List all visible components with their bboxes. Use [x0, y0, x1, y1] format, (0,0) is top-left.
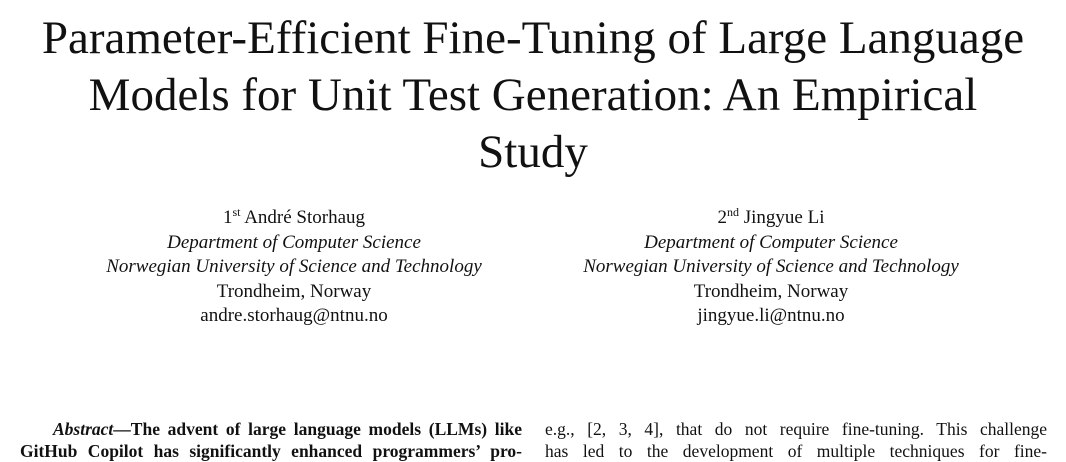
author-name-line: 1st André Storhaug: [54, 206, 534, 231]
author-name: Jingyue Li: [743, 207, 825, 228]
author-email: andre.storhaug@ntnu.no: [200, 305, 388, 326]
author-block-2: 2nd Jingyue Li Department of Computer Sc…: [531, 206, 1011, 329]
author-name: André Storhaug: [244, 207, 366, 228]
author-ordinal: 1: [222, 207, 233, 228]
author-location: Trondheim, Norway: [693, 280, 849, 302]
body-text-line: has led to the development of multiple t…: [545, 441, 1047, 461]
title-line: Parameter-Efficient Fine-Tuning of Large…: [41, 12, 1025, 64]
title-line: Study: [478, 126, 588, 178]
abstract-column: Abstract—The advent of large language mo…: [20, 418, 522, 462]
author-university: Norwegian University of Science and Tech…: [106, 256, 482, 277]
author-university: Norwegian University of Science and Tech…: [583, 256, 959, 277]
author-name-line: 2nd Jingyue Li: [531, 206, 1011, 231]
abstract-text: The advent of large language models (LLM…: [130, 419, 522, 439]
paper-title: Parameter-Efficient Fine-Tuning of Large…: [0, 10, 1066, 181]
author-email: jingyue.li@ntnu.no: [697, 305, 845, 326]
author-ordinal-suffix: st: [232, 205, 241, 219]
abstract-line: GitHub Copilot has significantly enhance…: [20, 441, 522, 461]
author-ordinal: 2: [717, 207, 728, 228]
body-column-right: e.g., [2, 3, 4], that do not require fin…: [545, 418, 1047, 462]
abstract-line: Abstract—The advent of large language mo…: [20, 418, 522, 440]
author-block-1: 1st André Storhaug Department of Compute…: [54, 206, 534, 329]
abstract-dash: —: [113, 419, 131, 439]
author-department: Department of Computer Science: [644, 231, 898, 253]
abstract-label: Abstract: [53, 419, 114, 439]
author-ordinal-suffix: nd: [727, 205, 739, 219]
body-text-line: e.g., [2, 3, 4], that do not require fin…: [545, 419, 1047, 439]
author-location: Trondheim, Norway: [216, 280, 372, 302]
author-department: Department of Computer Science: [167, 231, 421, 253]
title-line: Models for Unit Test Generation: An Empi…: [88, 69, 978, 121]
